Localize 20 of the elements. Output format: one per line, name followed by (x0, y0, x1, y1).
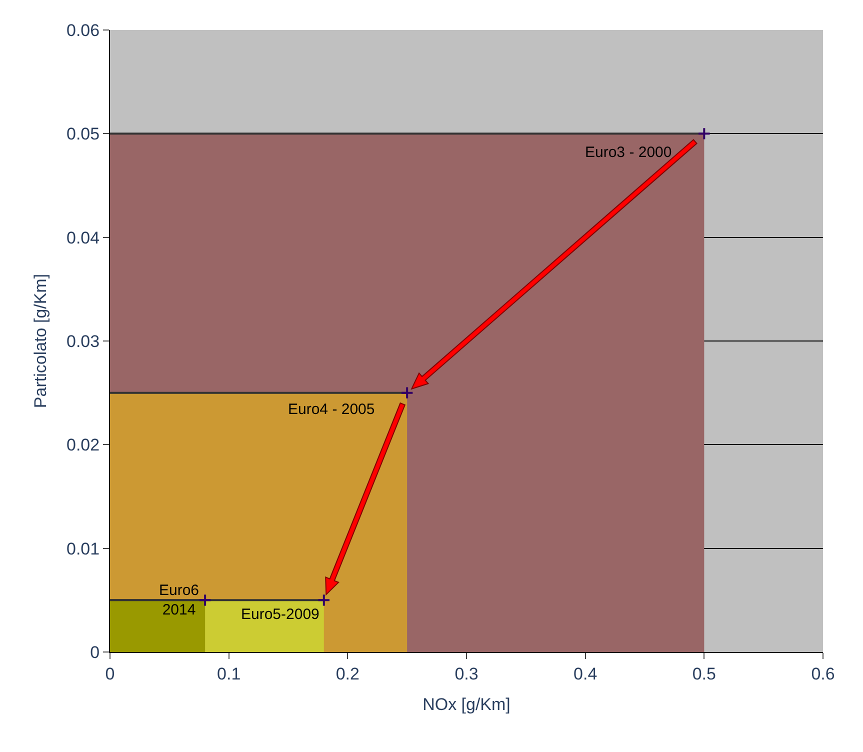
y-tick-label: 0.05 (66, 124, 100, 144)
y-tick-label: 0.02 (66, 436, 100, 455)
x-tick-label: 0 (105, 664, 115, 684)
y-tick-label: 0.06 (66, 20, 100, 40)
annotation: Euro3 - 2000 (585, 144, 672, 161)
x-tick-label: 0.2 (336, 664, 360, 684)
y-tick-label: 0.01 (66, 539, 100, 558)
x-tick-label: 0.1 (217, 664, 241, 684)
y-tick-label: 0.03 (66, 332, 100, 351)
y-tick-label: 0.04 (66, 228, 100, 248)
y-axis-title: Particolato [g/Km] (31, 274, 50, 408)
annotation: Euro5-2009 (241, 606, 320, 623)
x-axis-title: NOx [g/Km] (422, 694, 510, 714)
x-tick-label: 0.5 (692, 664, 716, 684)
x-tick-label: 0.6 (811, 664, 835, 684)
annotation: Euro4 - 2005 (288, 401, 375, 418)
annotation: Euro6 2014 (159, 582, 200, 618)
x-tick-label: 0.4 (574, 664, 598, 684)
y-tick-label: 0 (90, 642, 100, 662)
x-tick-label: 0.3 (454, 664, 478, 684)
